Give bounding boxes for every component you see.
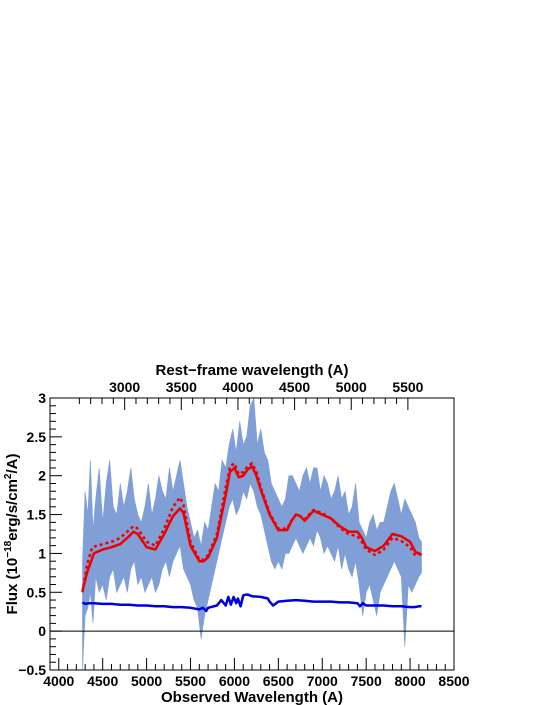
x-tick-label: 4500	[87, 673, 118, 689]
y-axis: −0.5 0 0.5 1 1.5 2 2.5 3	[18, 390, 62, 678]
y-tick-label: 1	[38, 545, 46, 561]
x-tick-label: 4000	[43, 673, 74, 689]
y-axis-title-pre: Flux (10	[4, 558, 21, 615]
top-tick-label: 4000	[222, 379, 253, 395]
x-axis: 4000 4500 5000 5500 6000 6500 7000 7500 8000 8500	[43, 658, 470, 689]
top-tick-label: 4500	[279, 379, 310, 395]
top-tick-label: 3500	[166, 379, 197, 395]
y-axis-title-exp2: 2	[3, 473, 14, 479]
x-tick-label: 6500	[263, 673, 294, 689]
model-line-dotted	[81, 462, 423, 593]
y-axis-title-exp1: −18	[3, 540, 14, 557]
x-tick-label: 5000	[131, 673, 162, 689]
top-axis-title: Rest−frame wavelength (A)	[156, 362, 349, 379]
y-tick-label: 3	[38, 390, 46, 406]
y-axis-title-mid: erg/s/cm	[4, 479, 21, 541]
top-tick-label: 5000	[336, 379, 367, 395]
top-tick-label: 5500	[392, 379, 423, 395]
model-line-solid	[81, 465, 423, 591]
plot-area	[81, 398, 423, 670]
y-tick-label: 0	[38, 623, 46, 639]
top-tick-label: 3000	[109, 379, 140, 395]
y-axis-title-post: /A)	[4, 454, 21, 474]
y-tick-label: 2	[38, 468, 46, 484]
x-tick-label: 7000	[307, 673, 338, 689]
x-tick-label: 5500	[175, 673, 206, 689]
x-tick-label: 8500	[438, 673, 469, 689]
y-tick-label: 0.5	[27, 584, 47, 600]
y-tick-label: 2.5	[27, 429, 47, 445]
x-axis-title: Observed Wavelength (A)	[161, 689, 343, 705]
x-tick-label: 8000	[395, 673, 426, 689]
y-tick-label: 1.5	[27, 507, 47, 523]
y-tick-label: −0.5	[18, 662, 46, 678]
top-axis: 3000 3500 4000 4500 5000 5500	[78, 379, 424, 410]
x-tick-label: 6000	[219, 673, 250, 689]
spectrum-band	[82, 398, 422, 670]
error-line	[81, 593, 422, 613]
x-tick-label: 7500	[351, 673, 382, 689]
y-axis-title: Flux (10−18erg/s/cm2/A)	[3, 454, 21, 615]
